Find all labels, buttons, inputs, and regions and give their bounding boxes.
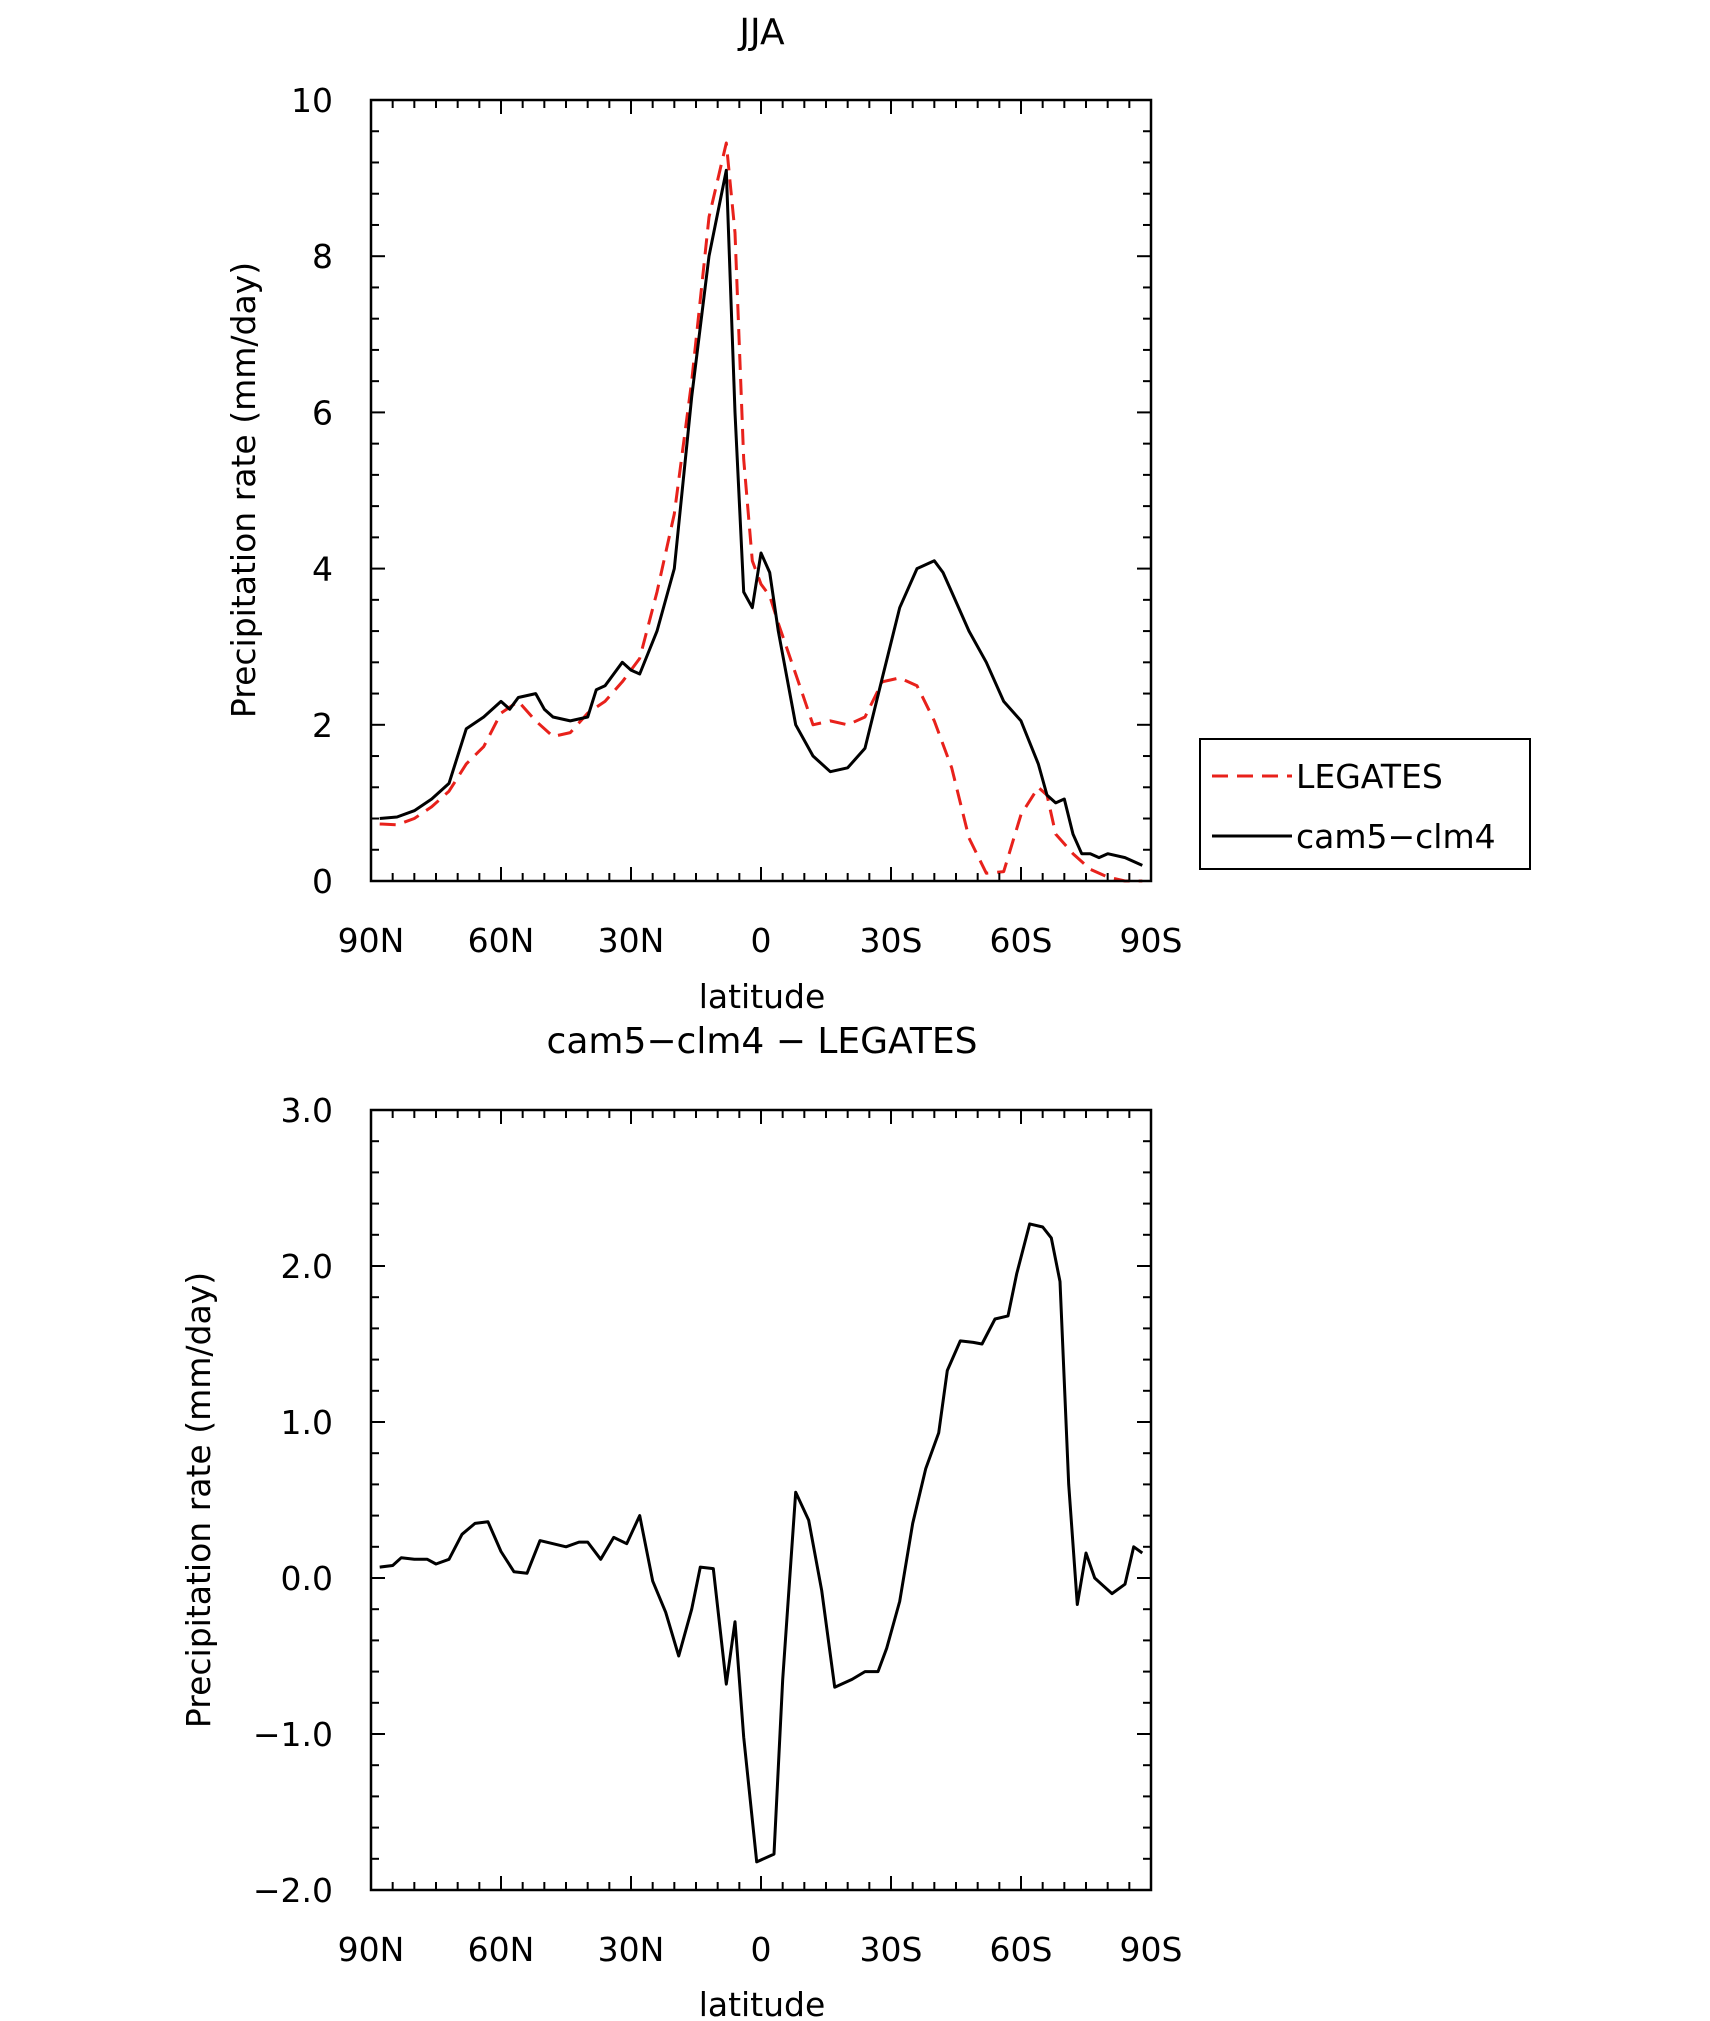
chart-title: JJA (737, 12, 785, 53)
y-tick-label: 0.0 (281, 1559, 333, 1598)
chart-title: cam5−clm4 − LEGATES (547, 1021, 978, 1062)
x-tick-label: 90N (338, 921, 405, 960)
y-tick-label: 3.0 (281, 1091, 333, 1130)
y-axis-label: Precipitation rate (mm/day) (179, 1272, 218, 1728)
plot-area (379, 141, 1143, 883)
x-tick-label: 30N (598, 1930, 665, 1969)
x-tick-label: 30S (860, 1930, 923, 1969)
x-tick-label: 0 (751, 921, 772, 960)
y-tick-label: 4 (312, 550, 333, 589)
y-tick-label: 0 (312, 862, 333, 901)
axis-ticks: 90N 60N 30N 0 30S 60S 90S 0 2 4 6 8 10 (291, 81, 1182, 960)
legend-label-cam5-clm4: cam5−clm4 (1296, 817, 1496, 856)
y-tick-label: 2.0 (281, 1247, 333, 1286)
y-tick-label: 8 (312, 237, 333, 276)
y-tick-label: −1.0 (253, 1715, 333, 1754)
x-tick-label: 0 (751, 1930, 772, 1969)
x-tick-label: 30N (598, 921, 665, 960)
x-tick-label: 90N (338, 1930, 405, 1969)
series-line-cam5-clm4 (379, 168, 1143, 867)
x-axis-label: latitude (699, 1985, 826, 2021)
series-line-legates (379, 141, 1143, 883)
x-tick-label: 60S (990, 1930, 1053, 1969)
legend-label-legates: LEGATES (1296, 757, 1443, 796)
y-tick-label: −2.0 (253, 1871, 333, 1910)
x-tick-label: 90S (1120, 921, 1183, 960)
y-tick-label: 1.0 (281, 1403, 333, 1442)
x-tick-label: 60N (468, 921, 535, 960)
plot-frame (369, 1108, 1153, 1892)
series-line-cam5-clm4-legates (379, 1222, 1144, 1864)
axis-ticks: 90N 60N 30N 0 30S 60S 90S −2.0 −1.0 0.0 1.0 2.0 3.0 (253, 1091, 1183, 1969)
x-axis-label: latitude (699, 977, 826, 1016)
legend: LEGATES cam5−clm4 (1199, 738, 1531, 870)
x-tick-label: 30S (860, 921, 923, 960)
y-axis-label: Precipitation rate (mm/day) (224, 262, 263, 718)
x-tick-label: 60S (990, 921, 1053, 960)
y-tick-label: 6 (312, 393, 333, 432)
y-tick-label: 2 (312, 706, 333, 745)
x-tick-label: 60N (468, 1930, 535, 1969)
x-tick-label: 90S (1120, 1930, 1183, 1969)
chart-difference: cam5−clm4 − LEGATES 90N 60N 30N 0 30S 60S 90S −… (179, 1021, 1182, 2021)
plot-frame (369, 98, 1153, 883)
legend-box (1199, 738, 1531, 870)
plot-area (379, 1222, 1144, 1864)
y-tick-label: 10 (291, 81, 333, 120)
